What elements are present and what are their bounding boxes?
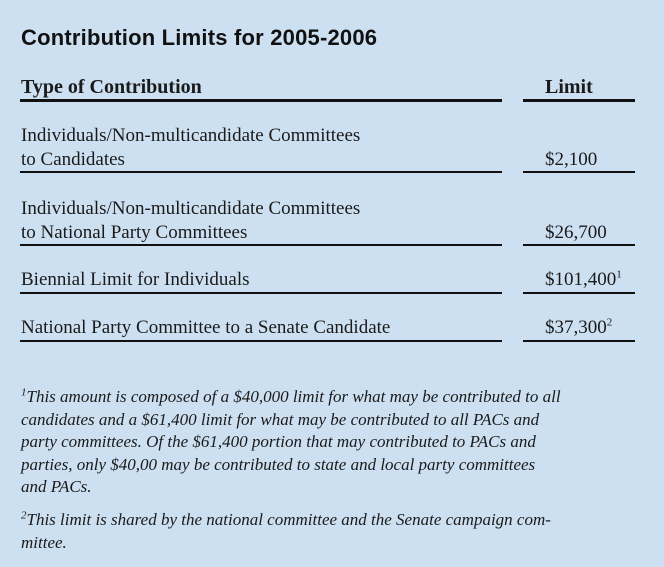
row-rule-right: [523, 292, 635, 294]
row-rule-right: [523, 340, 635, 342]
row-limit-amount: $101,400: [545, 269, 617, 290]
footnote-line: parties, only $40,00 may be contributed …: [21, 454, 536, 474]
header-rule-right: [523, 99, 635, 102]
row-limit-value: $2,100: [545, 148, 597, 172]
row-rule-left: [20, 244, 502, 246]
row-type-line1: Biennial Limit for Individuals: [21, 269, 250, 290]
footnote-line: candidates and a $61,400 limit for what …: [21, 409, 540, 429]
table-row-type: Individuals/Non-multicandidate Committee…: [21, 197, 360, 245]
table-row-type: National Party Committee to a Senate Can…: [21, 316, 390, 340]
page-title: Contribution Limits for 2005-2006: [21, 25, 378, 50]
footnote-line: mittee.: [21, 532, 67, 552]
row-rule-left: [20, 292, 502, 294]
row-type-line2: to Candidates: [21, 149, 125, 170]
footnote-line: 2This limit is shared by the national co…: [21, 509, 551, 529]
row-rule-left: [20, 171, 502, 173]
column-header-type: Type of Contribution: [21, 76, 202, 98]
footnote-line: and PACs.: [21, 477, 92, 496]
row-type-line1: Individuals/Non-multicandidate Committee…: [21, 125, 361, 146]
row-limit-footnote-mark: 1: [616, 268, 622, 281]
row-rule-right: [523, 244, 635, 246]
table-row-type: Individuals/Non-multicandidate Committee…: [21, 124, 360, 172]
row-type-line1: National Party Committee to a Senate Can…: [21, 317, 391, 338]
row-limit-value: $101,4001: [545, 268, 622, 292]
row-limit-value: $37,3002: [545, 316, 612, 340]
row-limit-amount: $26,700: [545, 222, 607, 243]
footnote-mark: 1: [21, 386, 27, 399]
row-limit-amount: $2,100: [545, 149, 598, 170]
footnote-mark: 2: [21, 509, 27, 522]
footnote-1: 1This amount is composed of a $40,000 li…: [21, 386, 561, 499]
footnote-2: 2This limit is shared by the national co…: [21, 509, 551, 554]
row-limit-amount: $37,300: [545, 317, 607, 338]
footnote-line: party committees. Of the $61,400 portion…: [21, 432, 536, 451]
column-header-limit: Limit: [545, 76, 593, 98]
footnote-line: 1This amount is composed of a $40,000 li…: [21, 386, 561, 406]
row-rule-right: [523, 171, 635, 173]
row-type-line1: Individuals/Non-multicandidate Committee…: [21, 198, 361, 219]
row-rule-left: [20, 340, 502, 342]
header-rule-left: [20, 99, 502, 102]
row-limit-footnote-mark: 2: [606, 316, 613, 329]
row-type-line2: to National Party Committees: [21, 222, 248, 243]
row-limit-value: $26,700: [545, 221, 607, 245]
table-row-type: Biennial Limit for Individuals: [21, 268, 250, 292]
